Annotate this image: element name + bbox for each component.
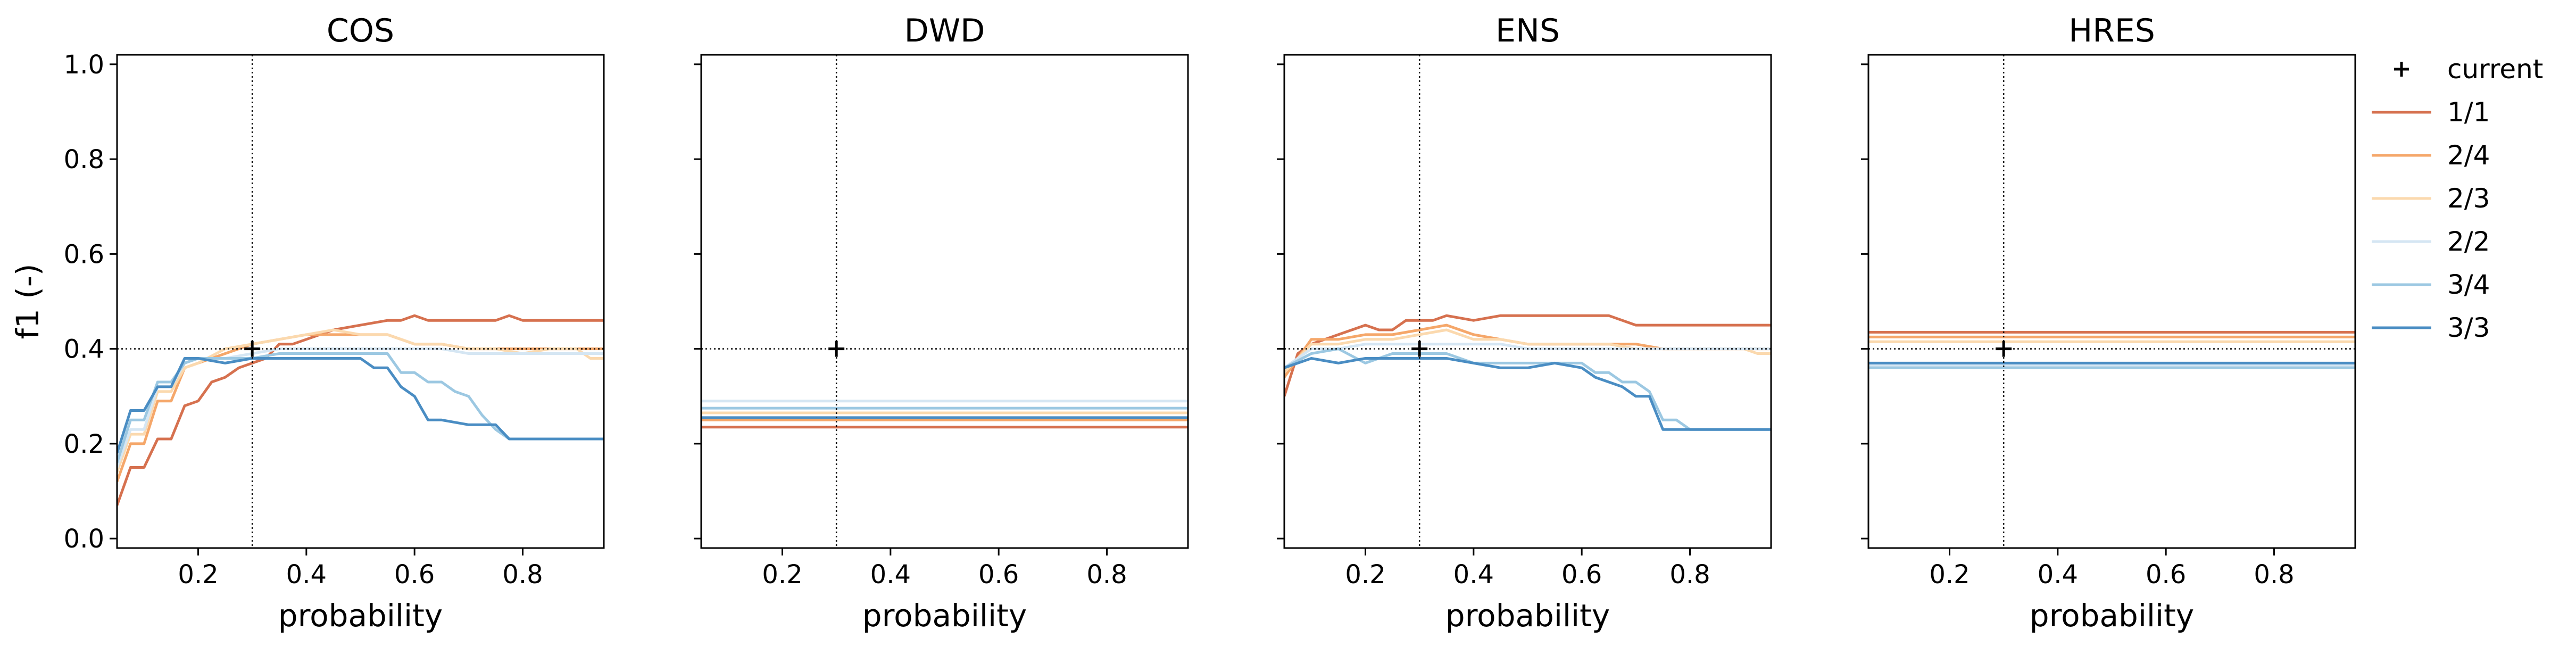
current-marker (1996, 341, 2012, 357)
x-tick-label: 0.8 (2254, 560, 2294, 590)
legend-label: 2/3 (2447, 183, 2490, 214)
axes-frame (116, 54, 605, 549)
legend-label: 2/4 (2447, 140, 2490, 171)
x-axis-label: probability (1445, 598, 1610, 634)
series-line-1-1 (1284, 314, 1771, 397)
legend-label: 2/2 (2447, 226, 2490, 257)
series-line-2-4 (117, 333, 604, 483)
y-tick-label: 0.0 (64, 524, 104, 554)
current-marker (828, 341, 845, 357)
x-axis-label: probability (862, 598, 1027, 634)
series-group (1284, 314, 1771, 431)
panel-hres: HRES probability 0.2 0.4 0.6 0.8 (1861, 12, 2356, 634)
series-line-3-3 (117, 357, 604, 454)
x-axis-label: probability (278, 598, 443, 634)
x-tick-label: 0.2 (1929, 560, 1970, 590)
legend-label: current (2447, 54, 2543, 85)
series-line-2-4 (1284, 324, 1771, 378)
legend-label: 1/1 (2447, 97, 2490, 128)
legend-entry: 3/3 (2372, 312, 2490, 343)
panel-title: ENS (1495, 12, 1560, 49)
panel-cos: COS probability f1 (-) 0.2 0.4 0.6 0.8 0.0 0.2 0.… (10, 12, 605, 634)
y-tick-label: 0.4 (64, 335, 104, 364)
panel-title: HRES (2068, 12, 2155, 49)
legend-label: 3/4 (2447, 269, 2490, 300)
current-marker (244, 341, 261, 357)
legend-entry: 2/2 (2372, 226, 2490, 257)
axes-frame (1867, 54, 2356, 549)
panel-ens: ENS probability 0.2 0.4 0.6 0.8 (1277, 12, 1772, 634)
x-tick-label: 0.8 (502, 560, 543, 590)
x-tick-label: 0.4 (870, 560, 911, 590)
axes-frame (1283, 54, 1772, 549)
legend-entry: 1/1 (2372, 97, 2490, 128)
series-group (1868, 330, 2355, 369)
legend-entry: 2/3 (2372, 183, 2490, 214)
series-line-2-3 (117, 328, 604, 473)
series-group (117, 314, 604, 506)
panel-title: DWD (904, 12, 985, 49)
x-tick-label: 0.6 (978, 560, 1019, 590)
legend-entry: 2/4 (2372, 140, 2490, 171)
x-tick-label: 0.8 (1086, 560, 1127, 590)
axes-frame (700, 54, 1189, 549)
x-tick-label: 0.4 (2038, 560, 2078, 590)
current-marker (1411, 341, 1428, 357)
y-tick-label: 0.8 (64, 145, 104, 175)
x-tick-label: 0.2 (178, 560, 218, 590)
legend-entry: current (2394, 54, 2543, 85)
y-tick-label: 0.2 (64, 429, 104, 459)
x-tick-label: 0.8 (1669, 560, 1710, 590)
legend-entry: 3/4 (2372, 269, 2490, 300)
x-tick-label: 0.6 (1561, 560, 1602, 590)
y-axis-label: f1 (-) (10, 264, 46, 339)
x-tick-label: 0.6 (2146, 560, 2186, 590)
panel-dwd: DWD probability 0.2 0.4 0.6 0.8 (694, 12, 1189, 634)
x-tick-label: 0.6 (394, 560, 435, 590)
x-tick-label: 0.4 (286, 560, 327, 590)
x-axis-label: probability (2030, 598, 2194, 634)
series-line-3-4 (1284, 347, 1771, 431)
legend-label: 3/3 (2447, 312, 2490, 343)
y-tick-label: 0.6 (64, 239, 104, 269)
panel-title: COS (327, 12, 394, 49)
x-tick-label: 0.2 (1345, 560, 1385, 590)
series-group (701, 400, 1188, 429)
x-tick-label: 0.2 (762, 560, 802, 590)
legend: current 1/1 2/4 2/3 2/2 3/4 3/3 (2372, 54, 2543, 343)
x-tick-label: 0.4 (1453, 560, 1494, 590)
series-line-1-1 (117, 314, 604, 506)
y-tick-label: 1.0 (64, 50, 104, 80)
series-line-3-4 (117, 352, 604, 463)
series-line-3-3 (1284, 357, 1771, 431)
